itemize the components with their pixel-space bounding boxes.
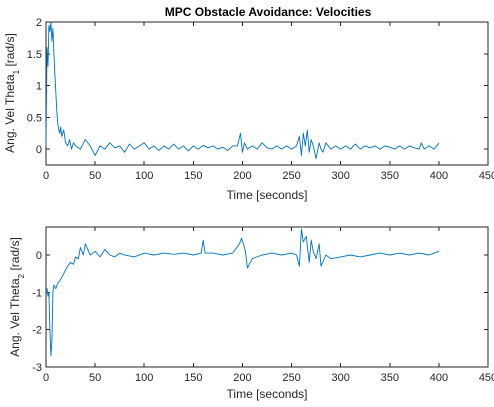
x-axis-label-bottom: Time [seconds] <box>227 387 308 401</box>
axes-bottom: 0 50 100 150 200 250 300 350 400 450 -3 -2 -1 0 Time… <box>8 226 494 401</box>
x-axis-label-top: Time [seconds] <box>227 188 308 202</box>
x-tick-label: 0 <box>43 372 49 384</box>
y-tick-label: -3 <box>32 362 42 374</box>
y-tick-label: 0 <box>36 144 42 156</box>
y-axis-label-subscript: 2 <box>17 273 26 278</box>
y-tick-label: 0.5 <box>27 112 42 124</box>
x-ticks-top: 0 50 100 150 200 250 300 350 400 450 <box>43 22 494 182</box>
x-tick-label: 350 <box>381 170 399 182</box>
y-tick-label: 0 <box>36 250 42 262</box>
y-ticks-bottom: -3 -2 -1 0 <box>32 250 488 374</box>
x-tick-label: 400 <box>430 372 448 384</box>
x-tick-label: 200 <box>233 372 251 384</box>
x-tick-label: 450 <box>479 372 494 384</box>
x-ticks-bottom: 0 50 100 150 200 250 300 350 400 450 <box>43 227 494 384</box>
y-axis-label-main: Ang. Vel Theta <box>3 74 17 153</box>
x-tick-label: 350 <box>381 372 399 384</box>
y-tick-label: 2 <box>36 17 42 29</box>
axes-frame-bottom <box>45 226 489 368</box>
x-tick-label: 0 <box>43 170 49 182</box>
x-tick-label: 150 <box>184 170 202 182</box>
x-tick-label: 100 <box>135 170 153 182</box>
y-ticks-top: 0 0.5 1 1.5 2 <box>27 17 488 156</box>
y-tick-label: 1 <box>36 81 42 93</box>
y-axis-label-unit: [rad/s] <box>8 237 22 274</box>
y-axis-label-top: Ang. Vel Theta1 [rad/s] <box>3 33 21 153</box>
y-axis-label-main: Ang. Vel Theta <box>8 278 22 357</box>
axes-top: 0 50 100 150 200 250 300 350 400 450 0 0.5 1 1.5 2 Ti… <box>3 17 494 202</box>
x-tick-label: 250 <box>282 170 300 182</box>
series-line-theta1 <box>45 21 440 160</box>
x-tick-label: 400 <box>430 170 448 182</box>
y-axis-label-unit: [rad/s] <box>3 33 17 70</box>
x-tick-label: 50 <box>89 372 101 384</box>
x-tick-label: 200 <box>233 170 251 182</box>
y-tick-label: -2 <box>32 325 42 337</box>
y-tick-label: 1.5 <box>27 49 42 61</box>
x-tick-label: 50 <box>89 170 101 182</box>
x-tick-label: 450 <box>479 170 494 182</box>
axes-frame-top <box>45 21 489 166</box>
y-axis-label-subscript: 1 <box>12 69 21 74</box>
x-tick-label: 150 <box>184 372 202 384</box>
x-tick-label: 300 <box>331 170 349 182</box>
x-tick-label: 100 <box>135 372 153 384</box>
figure-title: MPC Obstacle Avoidance: Velocities <box>165 5 372 19</box>
series-line-theta2 <box>45 228 440 357</box>
y-axis-label-bottom: Ang. Vel Theta2 [rad/s] <box>8 237 26 357</box>
x-tick-label: 300 <box>331 372 349 384</box>
x-tick-label: 250 <box>282 372 300 384</box>
y-tick-label: -1 <box>32 287 42 299</box>
